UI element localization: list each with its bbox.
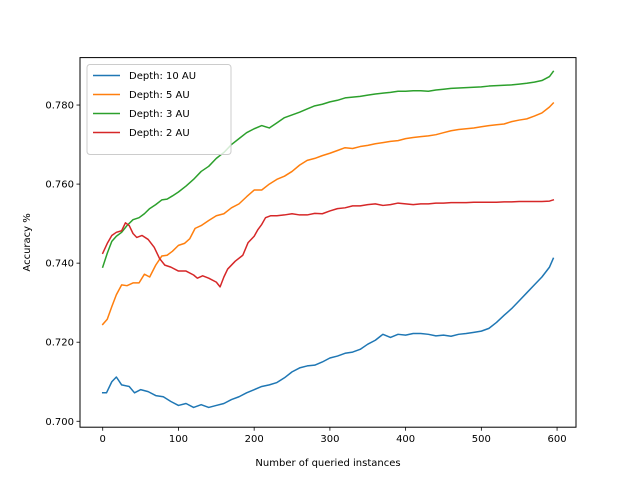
- y-tick-label: 0.760: [45, 180, 74, 191]
- x-tick-label: 300: [320, 434, 339, 445]
- plot-frame: [79, 57, 577, 428]
- series-lines: [101, 70, 555, 409]
- legend-label-1: Depth: 5 AU: [129, 90, 190, 101]
- x-tick-label: 500: [472, 434, 491, 445]
- x-tick-label: 400: [396, 434, 415, 445]
- series-line-2: [101, 70, 555, 269]
- y-tick-label: 0.740: [45, 259, 74, 270]
- legend-label-0: Depth: 10 AU: [129, 71, 196, 82]
- legend: Depth: 10 AU Depth: 5 AU Depth: 3 AU Depth:…: [86, 64, 232, 155]
- x-axis-title: Number of queried instances: [255, 458, 400, 469]
- x-tick-label: 0: [100, 434, 106, 445]
- legend-label-2: Depth: 3 AU: [129, 109, 190, 120]
- x-tick-label: 200: [245, 434, 264, 445]
- series-line-0: [101, 257, 555, 409]
- y-tick-label: 0.700: [45, 417, 74, 428]
- y-tick-label: 0.720: [45, 338, 74, 349]
- x-tick-label: 600: [548, 434, 567, 445]
- x-axis: 0 100 200 300 400 500 600: [100, 427, 567, 445]
- y-axis-title: Accuracy %: [22, 213, 33, 271]
- x-tick-label: 100: [169, 434, 188, 445]
- y-tick-label: 0.780: [45, 101, 74, 112]
- series-line-3: [101, 198, 555, 288]
- legend-box: [86, 64, 232, 155]
- legend-label-3: Depth: 2 AU: [129, 128, 190, 139]
- series-line-1: [101, 101, 555, 326]
- y-axis: 0.700 0.720 0.740 0.760 0.780: [45, 101, 80, 428]
